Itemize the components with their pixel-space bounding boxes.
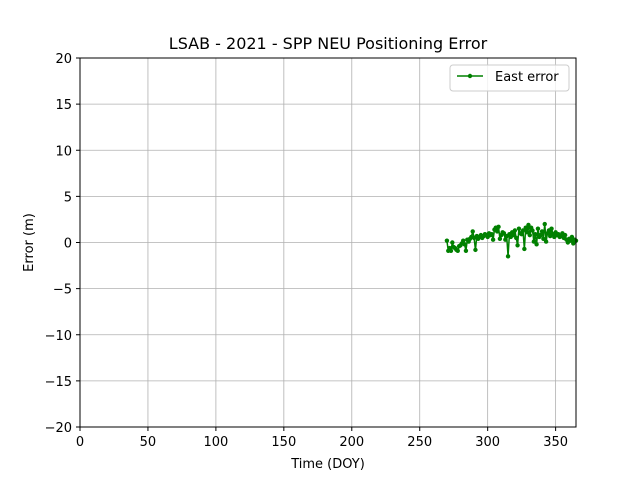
- y-tick-label: 20: [55, 52, 72, 67]
- data-point: [490, 237, 496, 242]
- y-tick-label: 5: [64, 190, 72, 205]
- data-point: [538, 232, 543, 238]
- y-tick-label: 10: [55, 144, 72, 159]
- data-point: [462, 242, 467, 247]
- legend: East error: [449, 64, 570, 92]
- y-tick-label: 0: [64, 237, 72, 252]
- data-point: [473, 247, 478, 253]
- data-point: [527, 232, 532, 238]
- data-point: [568, 238, 573, 243]
- x-tick-label: 50: [140, 435, 157, 450]
- data-point: [539, 229, 545, 234]
- data-point: [463, 248, 469, 254]
- data-point: [455, 248, 460, 254]
- x-tick-label: 200: [339, 435, 364, 450]
- data-point: [533, 231, 538, 237]
- data-point: [511, 232, 516, 238]
- data-point: [562, 232, 568, 238]
- data-point: [497, 236, 503, 242]
- y-tick-label: −20: [45, 421, 72, 436]
- x-axis-label: Time (DOY): [290, 457, 365, 472]
- data-point: [524, 230, 530, 235]
- data-point: [534, 242, 539, 247]
- data-point: [520, 228, 526, 233]
- data-point: [543, 239, 549, 244]
- data-point: [519, 231, 524, 237]
- y-tick-label: −15: [45, 375, 72, 390]
- y-tick-label: 15: [55, 98, 72, 113]
- y-tick-label: −5: [53, 283, 72, 298]
- data-point: [512, 228, 518, 233]
- x-tick-label: 0: [76, 435, 84, 450]
- data-point: [444, 238, 450, 243]
- data-point: [496, 224, 501, 230]
- data-point: [516, 226, 522, 231]
- data-point: [514, 235, 519, 241]
- data-point: [523, 225, 528, 230]
- data-point: [503, 237, 508, 242]
- data-point: [448, 248, 454, 254]
- chart-title: LSAB - 2021 - SPP NEU Positioning Error: [169, 34, 488, 53]
- data-point: [541, 236, 546, 242]
- data-point: [530, 228, 535, 233]
- data-point: [535, 226, 541, 231]
- data-point: [549, 226, 554, 231]
- data-point: [494, 229, 500, 234]
- data-point: [542, 221, 547, 227]
- data-point: [531, 239, 537, 244]
- data-point: [569, 234, 575, 240]
- ticks: 0 50 100 150 200 250 300 350 −20 −15 −10 −5 0 5 10 15 20: [45, 52, 568, 450]
- x-tick-label: 250: [407, 435, 432, 450]
- data-point: [470, 229, 475, 234]
- legend-label: East error: [495, 70, 559, 85]
- data-point: [489, 231, 494, 237]
- x-tick-label: 150: [271, 435, 296, 450]
- data-point: [515, 243, 520, 248]
- x-tick-label: 100: [203, 435, 228, 450]
- legend-marker: [467, 73, 473, 79]
- x-tick-label: 300: [475, 435, 500, 450]
- data-point: [461, 238, 466, 243]
- data-point: [501, 231, 507, 236]
- data-point: [505, 254, 511, 259]
- data-point: [571, 241, 576, 246]
- data-point: [450, 240, 455, 245]
- y-tick-label: −10: [45, 329, 72, 344]
- data-point: [522, 246, 527, 252]
- legend-box: [449, 64, 570, 92]
- x-tick-label: 350: [543, 435, 568, 450]
- plot-area: [444, 221, 579, 259]
- y-axis-label: Error (m): [22, 213, 37, 272]
- data-point: [526, 222, 531, 228]
